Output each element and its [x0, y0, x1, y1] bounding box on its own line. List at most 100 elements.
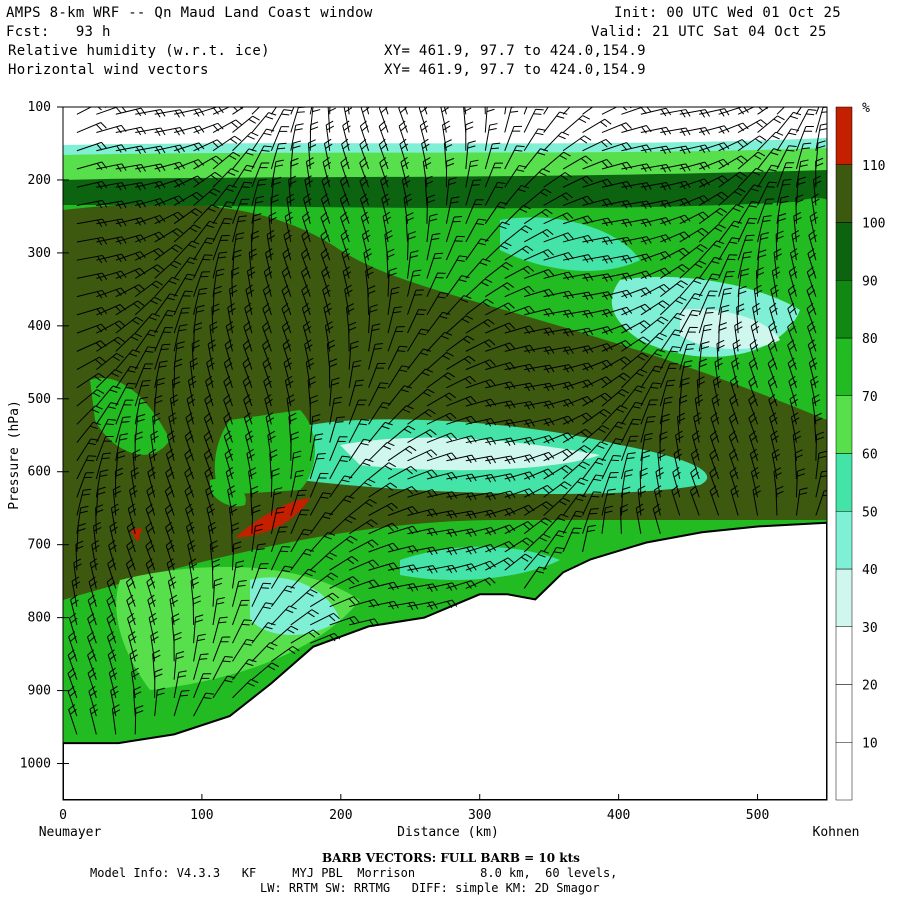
- wind-barb: [562, 291, 589, 298]
- wind-barb: [95, 419, 109, 443]
- wind-barb-flag: [596, 445, 605, 449]
- wind-barb-flag: [145, 350, 154, 353]
- colorbar-swatch: [835, 453, 853, 512]
- wind-barb-flag: [188, 375, 196, 382]
- wind-barb-flag: [620, 509, 629, 514]
- wind-barb-flag: [247, 266, 255, 272]
- wind-barb-flag: [675, 430, 683, 436]
- wind-barb: [404, 107, 408, 115]
- wind-barb-flag: [113, 339, 121, 345]
- wind-barb: [95, 385, 114, 407]
- wind-barb-flag: [173, 260, 182, 266]
- wind-barb-flag: [739, 171, 747, 177]
- wind-barb: [504, 285, 529, 298]
- wind-barb-flag: [301, 533, 310, 536]
- wind-barb: [752, 307, 759, 334]
- wind-barb-flag: [258, 179, 267, 181]
- wind-barb-flag: [253, 213, 262, 217]
- wind-barb-flag: [128, 617, 136, 624]
- wind-barb-flag: [780, 200, 789, 204]
- wind-barb-flag: [88, 576, 96, 583]
- wind-barb-flag: [130, 365, 139, 369]
- wind-barb-flag: [505, 262, 513, 268]
- wind-barb-flag: [815, 162, 824, 167]
- wind-barb: [106, 636, 117, 662]
- wind-barb: [737, 184, 755, 206]
- wind-barb: [485, 507, 511, 516]
- wind-barb-flag: [184, 430, 192, 437]
- wind-barb-flag: [460, 298, 469, 303]
- wind-barb-flag: [557, 92, 565, 93]
- wind-barb: [807, 344, 817, 370]
- wind-barb-flag: [616, 408, 625, 413]
- wind-barb-flag: [206, 380, 214, 387]
- wind-barb-flag: [431, 469, 438, 477]
- wind-barb-flag: [598, 457, 607, 461]
- wind-barb: [185, 417, 195, 443]
- wind-barb-flag: [465, 121, 474, 126]
- wind-barb: [304, 179, 311, 206]
- wind-barb: [807, 326, 817, 352]
- wind-barb-flag: [818, 450, 827, 454]
- wind-barb: [524, 288, 550, 298]
- wind-barb-flag: [446, 601, 453, 609]
- wind-barb-flag: [770, 398, 777, 405]
- wind-barb-flag: [223, 357, 231, 364]
- wind-barb: [270, 161, 277, 188]
- wind-barb-flag: [808, 357, 817, 364]
- wind-barb-flag: [740, 273, 749, 277]
- wind-barb-flag: [146, 485, 154, 492]
- wind-barb-flag: [158, 365, 167, 368]
- wind-barb: [757, 252, 760, 279]
- wind-barb-flag: [68, 704, 76, 711]
- wind-barb-flag: [385, 485, 393, 491]
- wind-barb: [776, 112, 794, 133]
- wind-barb-flag: [93, 526, 102, 532]
- wind-barb: [640, 435, 646, 461]
- init-time: Init: 00 UTC Wed 01 Oct 25: [614, 5, 841, 21]
- wind-barb: [776, 215, 779, 242]
- wind-barb-flag: [754, 289, 763, 295]
- wind-barb-flag: [780, 107, 782, 108]
- wind-barb-flag: [752, 302, 760, 309]
- wind-barb-flag: [364, 482, 372, 487]
- wind-barb: [134, 346, 149, 370]
- wind-barb-flag: [194, 327, 202, 331]
- wind-barb: [523, 468, 549, 480]
- wind-barb-flag: [403, 193, 412, 199]
- wind-barb-flag: [660, 316, 669, 322]
- wind-barb-flag: [108, 599, 115, 606]
- wind-barb: [601, 107, 618, 115]
- wind-barb: [207, 526, 214, 553]
- wind-barb: [154, 690, 158, 717]
- wind-barb-flag: [226, 453, 234, 460]
- wind-barb-flag: [697, 381, 706, 386]
- wind-barb: [366, 107, 370, 115]
- wind-barb: [426, 372, 449, 389]
- wind-barb-flag: [99, 356, 107, 363]
- wind-barb-flag: [263, 582, 272, 585]
- wind-barb-flag: [659, 332, 667, 337]
- wind-barb: [96, 218, 123, 225]
- wind-barb-flag: [134, 431, 143, 436]
- wind-barb: [223, 435, 233, 461]
- wind-barb-flag: [133, 454, 141, 459]
- wind-barb-flag: [565, 465, 573, 471]
- wind-barb: [251, 112, 269, 133]
- wind-barb: [601, 180, 628, 188]
- wind-barb-flag: [666, 164, 672, 172]
- wind-barb-flag: [282, 321, 289, 328]
- wind-barb-flag: [661, 418, 670, 423]
- wind-barb: [659, 312, 678, 334]
- wind-barb-flag: [131, 667, 139, 673]
- wind-barb: [465, 238, 482, 261]
- colorbar-label: 60: [862, 448, 878, 463]
- wind-barb-flag: [262, 606, 271, 609]
- wind-barb-flag: [541, 503, 549, 510]
- wind-barb: [281, 326, 292, 352]
- wind-barb-flag: [637, 485, 646, 491]
- wind-barb-flag: [423, 348, 432, 352]
- wind-barb-flag: [620, 504, 628, 509]
- wind-barb-flag: [685, 127, 691, 136]
- wind-barb-flag: [801, 147, 810, 150]
